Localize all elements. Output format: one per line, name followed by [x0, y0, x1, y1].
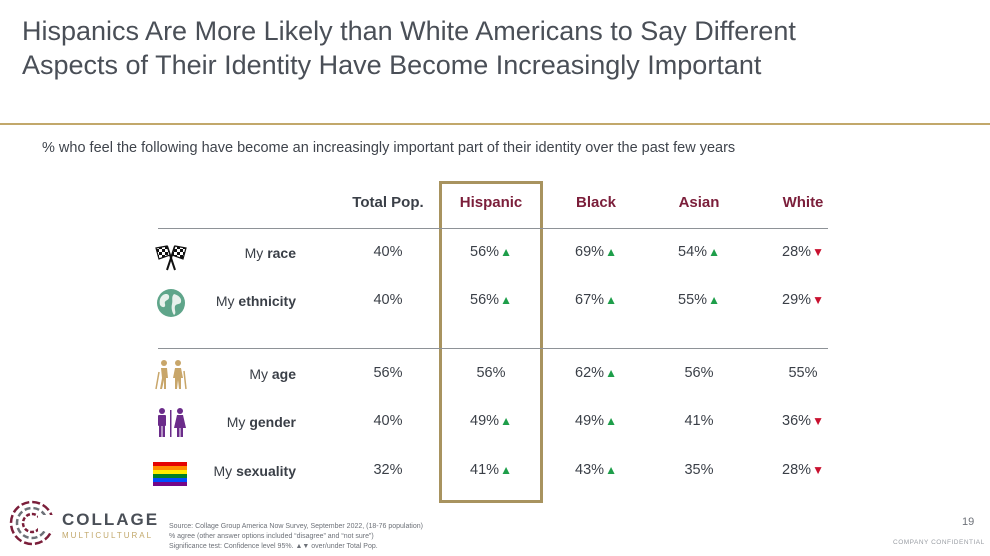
cell-value: 40%	[373, 292, 403, 308]
table-cell-gender-hispanic: 49%▲	[436, 413, 546, 429]
significant-up-icon: ▲	[605, 366, 617, 380]
cell-value: 62%	[575, 365, 605, 381]
collage-logo-icon	[9, 500, 56, 546]
table-cell-age-white: 55%	[748, 365, 858, 381]
cell-value: 56%	[373, 365, 403, 381]
significant-up-icon: ▲	[605, 293, 617, 307]
significant-down-icon: ▼	[812, 463, 824, 477]
slide-subtitle: % who feel the following have become an …	[42, 140, 736, 156]
group-divider	[158, 348, 828, 349]
footnote-significance: Significance test: Confidence level 95%.…	[169, 543, 378, 550]
cell-value: 35%	[684, 462, 714, 478]
table-cell-sexuality-hispanic: 41%▲	[436, 462, 546, 478]
cell-value: 56%	[470, 292, 500, 308]
header-divider	[158, 228, 828, 229]
footnote-answer-options: % agree (other answer options included “…	[169, 533, 374, 540]
cell-value: 43%	[575, 462, 605, 478]
significant-up-icon: ▲	[708, 245, 720, 259]
logo-wordmark: COLLAGE	[62, 510, 160, 529]
row-label-race: My race	[244, 245, 296, 261]
table-cell-gender-white: 36%▼	[748, 413, 858, 429]
table-cell-sexuality-black: 43%▲	[541, 462, 651, 478]
slide-title: Hispanics Are More Likely than White Ame…	[22, 14, 922, 82]
significant-down-icon: ▼	[812, 293, 824, 307]
significant-down-icon: ▼	[812, 414, 824, 428]
table-cell-gender-black: 49%▲	[541, 413, 651, 429]
column-header-hispanic: Hispanic	[459, 194, 523, 211]
cell-value: 40%	[373, 413, 403, 429]
cell-value: 36%	[782, 413, 812, 429]
table-cell-gender-asian: 41%	[644, 413, 754, 429]
cell-value: 49%	[470, 413, 500, 429]
cell-value: 54%	[678, 244, 708, 260]
title-divider	[0, 123, 990, 125]
column-header-black: Black	[575, 194, 617, 211]
table-cell-sexuality-total-pop: 32%	[333, 462, 443, 478]
table-cell-gender-total-pop: 40%	[333, 413, 443, 429]
significant-up-icon: ▲	[500, 414, 512, 428]
table-cell-age-hispanic: 56%	[436, 365, 546, 381]
row-label-age: My age	[249, 366, 296, 382]
table-cell-age-total-pop: 56%	[333, 365, 443, 381]
cell-value: 56%	[684, 365, 714, 381]
cell-value: 55%	[788, 365, 818, 381]
significant-down-icon: ▼	[812, 245, 824, 259]
row-label-ethnicity: My ethnicity	[215, 293, 296, 309]
table-cell-ethnicity-hispanic: 56%▲	[436, 292, 546, 308]
row-label-sexuality: My sexuality	[213, 463, 297, 479]
cell-value: 49%	[575, 413, 605, 429]
significant-up-icon: ▲	[605, 463, 617, 477]
cell-value: 41%	[470, 462, 500, 478]
table-cell-ethnicity-total-pop: 40%	[333, 292, 443, 308]
table-cell-ethnicity-asian: 55%▲	[644, 292, 754, 308]
hispanic-column-highlight	[439, 181, 543, 503]
row-label-gender: My gender	[226, 414, 296, 430]
cell-value: 67%	[575, 292, 605, 308]
cell-value: 55%	[678, 292, 708, 308]
slide-title-line-2: Aspects of Their Identity Have Become In…	[22, 50, 762, 80]
significant-up-icon: ▲	[500, 463, 512, 477]
significant-up-icon: ▲	[500, 245, 512, 259]
footnote-source: Source: Collage Group America Now Survey…	[169, 523, 423, 530]
globe-icon	[157, 289, 185, 317]
table-cell-ethnicity-black: 67%▲	[541, 292, 651, 308]
table-cell-race-total-pop: 40%	[333, 244, 443, 260]
table-cell-race-black: 69%▲	[541, 244, 651, 260]
column-header-asian: Asian	[678, 194, 720, 211]
slide-title-line-1: Hispanics Are More Likely than White Ame…	[22, 16, 796, 46]
cell-value: 41%	[684, 413, 714, 429]
checkered-flags-icon	[155, 245, 187, 271]
table-cell-race-asian: 54%▲	[644, 244, 754, 260]
page-number: 19	[962, 516, 975, 528]
table-cell-sexuality-white: 28%▼	[748, 462, 858, 478]
cell-value: 28%	[782, 462, 812, 478]
column-header-total-pop: Total Pop.	[352, 194, 424, 211]
footnotes: Source: Collage Group America Now Survey…	[169, 522, 423, 552]
elderly-people-icon	[155, 360, 187, 390]
confidential-label: COMPANY CONFIDENTIAL	[893, 539, 985, 546]
man-woman-icon	[158, 408, 186, 437]
table-cell-race-hispanic: 56%▲	[436, 244, 546, 260]
rainbow-flag-icon	[153, 462, 187, 486]
table-cell-age-asian: 56%	[644, 365, 754, 381]
cell-value: 56%	[470, 244, 500, 260]
column-header-white: White	[782, 194, 824, 211]
cell-value: 56%	[476, 365, 506, 381]
significant-up-icon: ▲	[605, 245, 617, 259]
cell-value: 29%	[782, 292, 812, 308]
cell-value: 69%	[575, 244, 605, 260]
cell-value: 28%	[782, 244, 812, 260]
cell-value: 40%	[373, 244, 403, 260]
logo-subtext: MULTICULTURAL	[62, 531, 154, 540]
significant-up-icon: ▲	[605, 414, 617, 428]
significant-up-icon: ▲	[500, 293, 512, 307]
table-cell-race-white: 28%▼	[748, 244, 858, 260]
table-cell-sexuality-asian: 35%	[644, 462, 754, 478]
table-cell-age-black: 62%▲	[541, 365, 651, 381]
table-cell-ethnicity-white: 29%▼	[748, 292, 858, 308]
significant-up-icon: ▲	[708, 293, 720, 307]
cell-value: 32%	[373, 462, 403, 478]
